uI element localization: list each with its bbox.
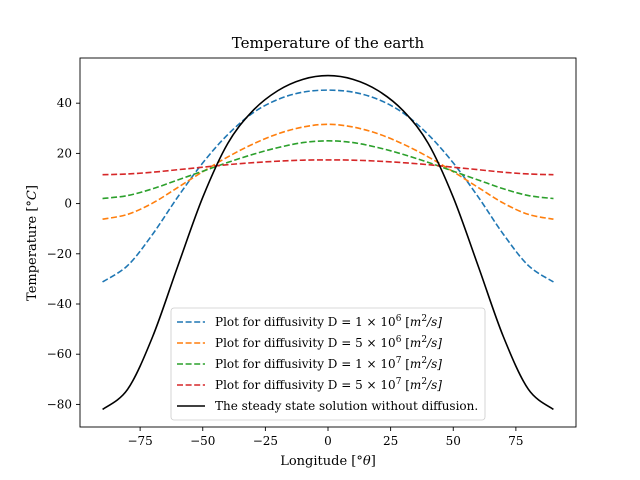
x-tick-label: 25 (383, 434, 398, 448)
x-tick-label: 75 (508, 434, 523, 448)
x-tick-label: 50 (446, 434, 461, 448)
legend-label-4: Plot for diffusivity D = 5 × 107 [m2/s] (215, 377, 442, 392)
legend-label-part: [ (401, 315, 410, 329)
legend-label-part: /s] (426, 336, 442, 350)
legend-label-part: /s] (426, 378, 442, 392)
legend-label-part: 2 (421, 335, 427, 345)
x-axis-title-close: ] (371, 454, 376, 469)
legend-label-part: 6 (396, 314, 402, 324)
chart-title: Temperature of the earth (232, 34, 425, 52)
legend-label-5: The steady state solution without diffus… (215, 399, 478, 413)
legend-label-part: Plot for diffusivity D = 1 × 10 (215, 357, 396, 371)
legend-label-2: Plot for diffusivity D = 5 × 106 [m2/s] (215, 335, 442, 350)
legend-label-part: 7 (396, 356, 402, 366)
legend-label-part: 6 (396, 335, 402, 345)
y-tick-label: −20 (47, 247, 72, 261)
legend-label-part: m (410, 315, 421, 329)
y-axis-title-close: ] (25, 185, 40, 190)
legend-label-part: 2 (421, 314, 427, 324)
y-tick-label: −40 (47, 297, 72, 311)
y-axis-title-text: Temperature [° (25, 200, 40, 301)
legend-label-part: [ (401, 357, 410, 371)
legend-label-part: m (410, 378, 421, 392)
x-tick-label: −75 (127, 434, 152, 448)
y-tick-label: 0 (64, 197, 72, 211)
legend-label-part: m (410, 357, 421, 371)
series-line-3 (102, 140, 554, 200)
legend-label-part: Plot for diffusivity D = 5 × 10 (215, 378, 396, 392)
y-tick-label: 20 (57, 146, 72, 160)
y-tick-label: 40 (57, 96, 72, 110)
legend-label-part: Plot for diffusivity D = 1 × 10 (215, 315, 396, 329)
legend-label-1: Plot for diffusivity D = 1 × 106 [m2/s] (215, 314, 442, 329)
legend-label-part: Plot for diffusivity D = 5 × 10 (215, 336, 396, 350)
x-tick-label: −25 (253, 434, 278, 448)
legend-label-part: 2 (421, 377, 427, 387)
x-axis-title: Longitude [°θ] (280, 454, 376, 469)
series-lines (102, 74, 554, 411)
x-axis: −75 −50 −25 0 25 50 75 (127, 427, 524, 448)
y-tick-label: −80 (47, 397, 72, 411)
legend-label-part: [ (401, 378, 410, 392)
series-line-1 (102, 89, 554, 283)
x-tick-label: −50 (190, 434, 215, 448)
series-line-2 (102, 123, 554, 220)
legend-label-part: /s] (426, 315, 442, 329)
series-line-4 (102, 159, 554, 176)
legend-label-part: m (410, 336, 421, 350)
series-line-5 (102, 74, 554, 411)
legend-label-part: /s] (426, 357, 442, 371)
y-axis-title: Temperature [°C] (25, 185, 40, 301)
legend-label-3: Plot for diffusivity D = 1 × 107 [m2/s] (215, 356, 442, 371)
legend-label-part: The steady state solution without diffus… (215, 399, 478, 413)
legend-label-part: [ (401, 336, 410, 350)
y-tick-label: −60 (47, 347, 72, 361)
legend-label-part: 7 (396, 377, 402, 387)
legend-box (170, 307, 486, 421)
y-axis: −80 −60 −40 −20 0 20 40 (47, 96, 80, 411)
x-axis-title-text: Longitude [° (280, 454, 363, 469)
y-axis-title-symbol: C (25, 190, 40, 200)
x-axis-title-symbol: θ (363, 454, 371, 469)
legend: Plot for diffusivity D = 1 × 106 [m2/s]P… (170, 307, 486, 421)
x-tick-label: 0 (324, 434, 332, 448)
legend-label-part: 2 (421, 356, 427, 366)
